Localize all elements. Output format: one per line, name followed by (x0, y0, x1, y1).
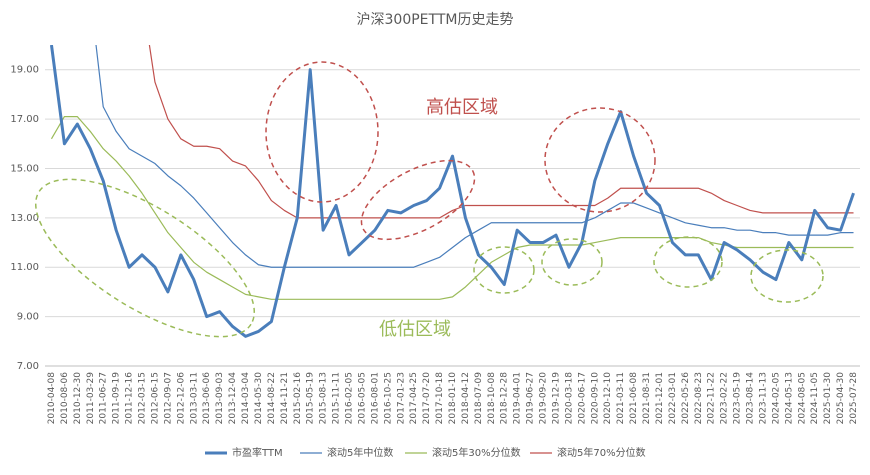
x-tick-label: 2022-11-22 (707, 372, 717, 424)
x-tick-label: 2018-07-09 (474, 372, 484, 425)
x-tick-label: 2024-05-13 (784, 372, 794, 424)
x-tick-label: 2021-12-01 (655, 372, 665, 424)
x-tick-label: 2020-09-10 (590, 372, 600, 425)
x-tick-label: 2012-12-06 (176, 372, 186, 425)
chart-title: 沪深300PETTM历史走势 (357, 12, 514, 28)
annotation: 高估区域 (426, 97, 498, 118)
annotation: 低估区域 (379, 319, 451, 340)
x-tick-label: 2013-09-03 (215, 372, 225, 424)
series-line (49, 45, 855, 338)
x-tick-label: 2021-08-31 (642, 372, 652, 424)
x-tick-label: 2011-09-19 (112, 372, 122, 425)
x-tick-label: 2017-04-25 (409, 372, 419, 424)
x-tick-label: 2016-05-05 (357, 372, 367, 424)
x-tick-label: 2024-08-05 (797, 372, 807, 424)
x-tick-label: 2016-02-05 (345, 372, 355, 424)
y-tick-label: 15.00 (10, 163, 39, 174)
x-tick-label: 2019-12-19 (551, 372, 561, 425)
x-tick-label: 2010-12-30 (73, 372, 83, 425)
x-tick-label: 2018-10-08 (487, 372, 497, 425)
y-tick-label: 19.00 (10, 65, 39, 76)
x-tick-label: 2024-02-05 (771, 372, 781, 424)
x-tick-label: 2020-03-18 (564, 372, 574, 425)
x-tick-label: 2020-12-10 (603, 372, 613, 425)
x-tick-label: 2013-12-04 (228, 372, 238, 425)
x-tick-label: 2014-03-04 (241, 372, 251, 425)
x-tick-label: 2023-11-13 (758, 372, 768, 424)
legend-label: 滚动5年30%分位数 (432, 446, 521, 459)
x-tick-label: 2023-02-22 (720, 372, 730, 424)
x-tick-label: 2013-03-11 (189, 372, 199, 424)
x-tick-label: 2010-04-08 (47, 372, 57, 425)
x-tick-label: 2014-08-22 (267, 372, 277, 424)
x-tick-label: 2020-06-17 (577, 372, 587, 424)
x-tick-label: 2021-06-08 (629, 372, 639, 425)
low-ellipse (750, 249, 824, 303)
x-axis: 2010-04-08 2010-08-06 2010-12-30 2011-03-29… (47, 372, 859, 425)
high-ellipse (265, 61, 379, 203)
x-tick-label: 2025-07-28 (849, 372, 859, 425)
x-tick-label: 2022-05-26 (681, 372, 691, 425)
x-tick-label: 2014-11-21 (280, 372, 290, 424)
x-tick-label: 2018-12-28 (500, 372, 510, 425)
x-tick-label: 2025-04-30 (836, 372, 846, 425)
x-tick-label: 2024-11-05 (810, 372, 820, 424)
x-tick-label: 2023-05-19 (733, 372, 743, 425)
x-tick-label: 2015-11-11 (332, 372, 342, 424)
plot-area (49, 45, 855, 338)
x-tick-label: 2018-01-10 (448, 372, 458, 425)
x-tick-label: 2011-12-16 (125, 372, 135, 425)
x-tick-label: 2015-02-16 (293, 372, 303, 425)
x-tick-label: 2017-01-23 (396, 372, 406, 424)
x-tick-label: 2015-08-13 (319, 372, 329, 424)
x-tick-label: 2016-10-25 (383, 372, 393, 424)
x-tick-label: 2011-03-29 (86, 372, 96, 425)
low-ellipse (541, 238, 603, 286)
low-ellipse (473, 246, 535, 294)
legend-label: 市盈率TTM (232, 446, 283, 459)
x-tick-label: 2019-04-01 (513, 372, 523, 424)
x-tick-label: 2019-09-20 (539, 372, 549, 425)
x-tick-label: 2021-03-11 (616, 372, 626, 424)
ellipses (34, 61, 824, 338)
x-tick-label: 2011-06-27 (99, 372, 109, 424)
low-ellipse (34, 178, 256, 338)
x-tick-label: 2016-08-01 (370, 372, 380, 424)
grid: 7.00 9.00 11.00 13.00 15.00 17.00 19.00 (10, 65, 860, 372)
x-tick-label: 2014-05-30 (254, 372, 264, 425)
series-line (148, 45, 854, 219)
legend-label: 滚动5年70%分位数 (557, 446, 646, 459)
x-tick-label: 2019-06-27 (526, 372, 536, 424)
y-tick-label: 7.00 (17, 361, 39, 372)
x-tick-label: 2018-04-12 (461, 372, 471, 424)
x-tick-label: 2022-08-23 (694, 372, 704, 424)
x-tick-label: 2012-06-15 (150, 372, 160, 424)
legend: 市盈率TTM 滚动5年中位数 滚动5年30%分位数 滚动5年70%分位数 (205, 446, 646, 459)
x-tick-label: 2012-09-07 (163, 372, 173, 424)
high-ellipse (544, 107, 656, 213)
x-tick-label: 2012-03-15 (138, 372, 148, 424)
y-tick-label: 17.00 (10, 114, 39, 125)
x-tick-label: 2013-06-06 (202, 372, 212, 425)
legend-label: 滚动5年中位数 (327, 446, 393, 459)
x-tick-label: 2023-08-14 (746, 372, 756, 425)
x-tick-label: 2022-03-01 (668, 372, 678, 424)
low-ellipse (653, 236, 723, 288)
y-tick-label: 9.00 (17, 312, 39, 323)
y-tick-label: 11.00 (10, 262, 39, 273)
x-tick-label: 2025-01-30 (823, 372, 833, 425)
series-line (50, 116, 854, 300)
series-line (95, 45, 854, 268)
x-tick-label: 2017-07-20 (422, 372, 432, 425)
high-ellipse (360, 159, 476, 241)
x-tick-label: 2015-05-19 (306, 372, 316, 425)
x-tick-label: 2017-10-18 (435, 372, 445, 425)
x-tick-label: 2010-08-06 (60, 372, 70, 425)
y-tick-label: 13.00 (10, 213, 39, 224)
